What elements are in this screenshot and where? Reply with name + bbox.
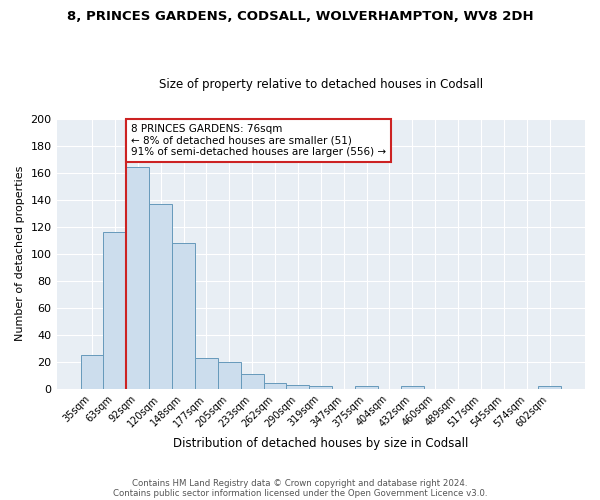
Text: 8 PRINCES GARDENS: 76sqm
← 8% of detached houses are smaller (51)
91% of semi-de: 8 PRINCES GARDENS: 76sqm ← 8% of detache…	[131, 124, 386, 157]
Bar	[263, 384, 286, 389]
Y-axis label: Number of detached properties: Number of detached properties	[15, 166, 25, 342]
Bar	[127, 167, 149, 389]
Text: Contains public sector information licensed under the Open Government Licence v3: Contains public sector information licen…	[113, 488, 487, 498]
Bar	[355, 386, 378, 389]
Bar	[218, 362, 241, 389]
Bar	[103, 232, 127, 389]
Title: Size of property relative to detached houses in Codsall: Size of property relative to detached ho…	[159, 78, 483, 91]
Bar	[195, 358, 218, 389]
Bar	[401, 386, 424, 389]
Bar	[241, 374, 263, 389]
X-axis label: Distribution of detached houses by size in Codsall: Distribution of detached houses by size …	[173, 437, 469, 450]
Bar	[310, 386, 332, 389]
Text: 8, PRINCES GARDENS, CODSALL, WOLVERHAMPTON, WV8 2DH: 8, PRINCES GARDENS, CODSALL, WOLVERHAMPT…	[67, 10, 533, 23]
Bar	[286, 385, 310, 389]
Bar	[538, 386, 561, 389]
Bar	[172, 243, 195, 389]
Text: Contains HM Land Registry data © Crown copyright and database right 2024.: Contains HM Land Registry data © Crown c…	[132, 478, 468, 488]
Bar	[149, 204, 172, 389]
Bar	[80, 355, 103, 389]
